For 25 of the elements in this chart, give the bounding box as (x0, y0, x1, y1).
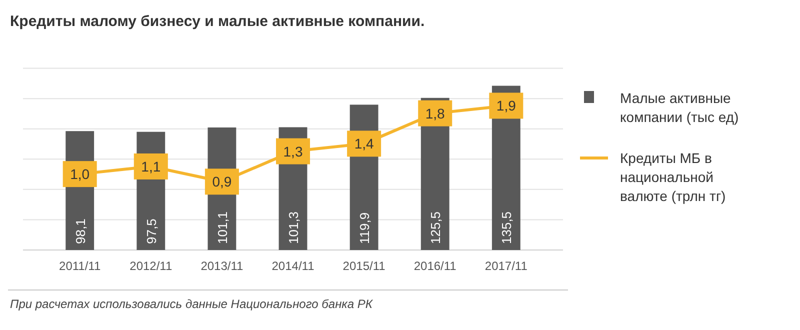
text: При расчетах использовались данные Национального банка РК (10, 297, 374, 311)
x-tick-label: 2012/11 (130, 259, 172, 273)
data-label: 1,0 (70, 166, 90, 182)
data-label: 98,1 (72, 218, 88, 244)
x-tick-label: 2016/11 (414, 259, 457, 273)
x-tick-label: 2013/11 (200, 259, 244, 273)
data-label: 119,9 (357, 212, 372, 244)
data-label: 97,5 (144, 218, 159, 244)
x-tick-label: 2014/11 (272, 259, 315, 273)
data-label: 1,1 (141, 158, 161, 174)
data-label: 101,1 (214, 211, 230, 244)
data-label: 101,3 (286, 211, 301, 244)
x-tick-label: 2017/11 (484, 259, 528, 273)
data-label: 1,9 (496, 98, 516, 114)
x-tick-label: 2011/11 (59, 259, 101, 273)
data-label: 1,8 (425, 105, 446, 122)
data-label: 135,5 (499, 211, 514, 244)
legend-label: Малые активные компании (тыс ед) (620, 90, 739, 125)
data-label: 1,4 (354, 136, 374, 152)
data-label: 1,3 (283, 143, 303, 160)
legend-label: Кредиты МБ в национальной валюте (трлн тг) (620, 150, 726, 204)
data-label: 0,9 (212, 174, 232, 190)
x-tick-label: 2015/11 (342, 259, 386, 273)
data-label: 125,5 (428, 211, 444, 244)
chart-title: Кредиты малому бизнесу и малые активные компании. (10, 13, 425, 30)
